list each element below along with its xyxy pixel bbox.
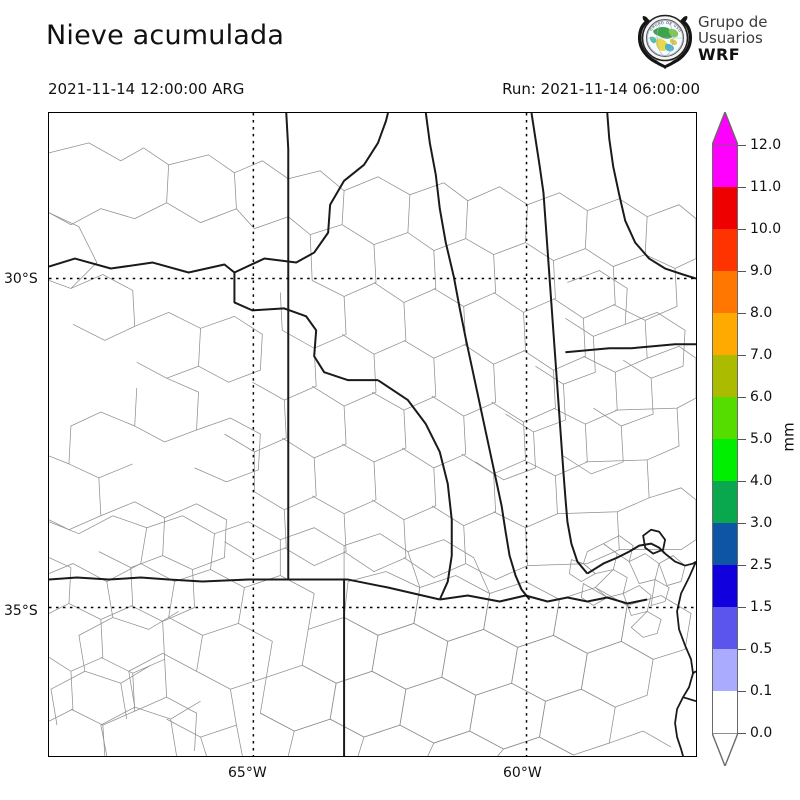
lat-label-35s: 35°S — [4, 603, 38, 619]
map-canvas[interactable]: .dep { fill:none; stroke:#8f8f8f; stroke… — [48, 112, 697, 757]
colorbar-tick-label: 8.0 — [750, 305, 773, 321]
wrf-user-group-logo: GRUPO DE USUARIOS WRF Grupo de Usuarios … — [636, 11, 796, 73]
colorbar-tick — [738, 271, 746, 272]
colorbar-segment — [713, 229, 737, 271]
province-boundaries — [49, 113, 696, 756]
colorbar-tick — [738, 187, 746, 188]
colorbar-tick-label: 0.5 — [750, 641, 773, 657]
coastline — [642, 528, 696, 756]
colorbar-segment — [713, 565, 737, 607]
colorbar-tick-label: 0.0 — [750, 725, 773, 741]
colorbar-tick-label: 10.0 — [750, 221, 782, 237]
colorbar-tick-label: 12.0 — [750, 137, 782, 153]
colorbar-tick-label: 0.1 — [750, 683, 773, 699]
colorbar: 12.0 11.0 10.0 9.0 8.0 7.0 6.0 5.0 4.0 3.0 2.5 1.5 0… — [710, 112, 800, 766]
colorbar-over-arrow — [712, 112, 738, 145]
colorbar-segment — [713, 145, 737, 187]
colorbar-tick — [738, 229, 746, 230]
lon-label-65w: 65°W — [228, 765, 267, 781]
colorbar-tick-label: 4.0 — [750, 473, 773, 489]
colorbar-tick — [738, 439, 746, 440]
colorbar-tick — [738, 523, 746, 524]
colorbar-under-arrow — [712, 733, 738, 766]
run-time-label: Run: 2021-11-14 06:00:00 — [502, 80, 700, 98]
logo-text: Grupo de Usuarios WRF — [698, 14, 768, 64]
colorbar-tick-label: 3.0 — [750, 515, 773, 531]
colorbar-segment — [713, 481, 737, 523]
colorbar-segment — [713, 649, 737, 691]
colorbar-tick — [738, 313, 746, 314]
colorbar-segment — [713, 523, 737, 565]
colorbar-segment — [713, 187, 737, 229]
colorbar-tick — [738, 397, 746, 398]
colorbar-tick — [738, 145, 746, 146]
map-vector-layer: .dep { fill:none; stroke:#8f8f8f; stroke… — [49, 113, 696, 756]
colorbar-tick — [738, 733, 746, 734]
colorbar-segment — [713, 313, 737, 355]
logo-line-1: Grupo de — [698, 13, 768, 31]
logo-line-3: WRF — [698, 45, 741, 65]
colorbar-tick — [738, 691, 746, 692]
colorbar-tick-label: 1.5 — [750, 599, 773, 615]
colorbar-tick-label: 7.0 — [750, 347, 773, 363]
colorbar-segment — [713, 607, 737, 649]
colorbar-segment — [713, 397, 737, 439]
colorbar-tick-label: 9.0 — [750, 263, 773, 279]
colorbar-tick — [738, 607, 746, 608]
colorbar-segment — [713, 691, 737, 733]
valid-time-label: 2021-11-14 12:00:00 ARG — [48, 80, 245, 98]
colorbar-unit-label: mm — [779, 422, 798, 452]
colorbar-segment — [713, 439, 737, 481]
map-background — [49, 113, 696, 756]
globe-emblem-icon: GRUPO DE USUARIOS WRF — [636, 11, 692, 69]
colorbar-tick — [738, 565, 746, 566]
lat-label-30s: 30°S — [4, 271, 38, 287]
department-boundaries — [49, 142, 696, 756]
page-title: Nieve acumulada — [46, 20, 285, 51]
colorbar-tick-label: 2.5 — [750, 557, 773, 573]
logo-line-2: Usuarios — [698, 29, 763, 48]
colorbar-segment — [713, 271, 737, 313]
colorbar-segment — [713, 355, 737, 397]
colorbar-gradient — [712, 145, 738, 733]
colorbar-tick-label: 6.0 — [750, 389, 773, 405]
colorbar-tick — [738, 355, 746, 356]
lon-label-60w: 60°W — [503, 765, 542, 781]
colorbar-tick — [738, 481, 746, 482]
colorbar-tick-label: 11.0 — [750, 179, 782, 195]
colorbar-tick-label: 5.0 — [750, 431, 773, 447]
colorbar-tick — [738, 649, 746, 650]
